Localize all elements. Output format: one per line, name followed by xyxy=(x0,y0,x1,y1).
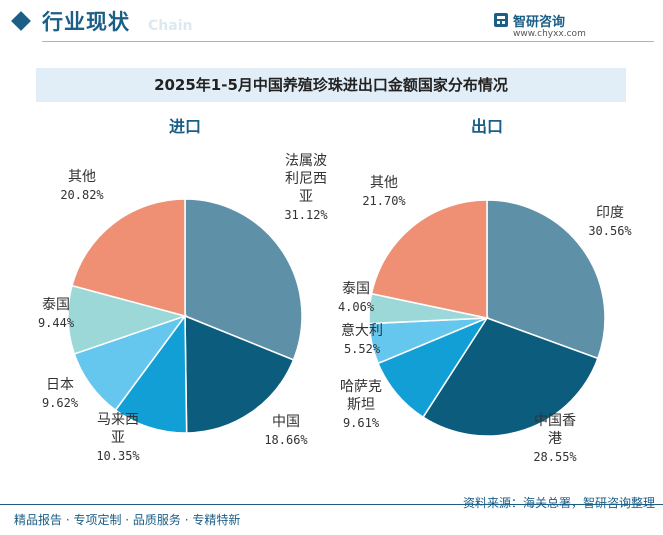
pie-slice xyxy=(486,199,606,360)
slice-name-label: 意大利 xyxy=(341,322,383,339)
pie-import: 进口法属波利尼西亚31.12%中国18.66%马来西亚10.35%日本9.62%… xyxy=(38,117,329,463)
slice-name-label: 中国香 xyxy=(534,413,576,429)
slice-name-label: 其他 xyxy=(370,175,398,191)
slice-value-label: 30.56% xyxy=(588,224,632,238)
header: 行业现状 Chain 智研咨询 www.chyxx.com xyxy=(0,0,663,48)
pie-slice xyxy=(422,317,599,437)
slice-label: 中国 18.66% xyxy=(264,414,308,447)
slice-value-label: 9.61% xyxy=(343,416,380,430)
slice-name-label: 法属波 xyxy=(285,153,327,169)
footer-tagline: 精品报告 · 专项定制 · 品质服务 · 专精特新 xyxy=(14,513,241,527)
pie-title: 出口 xyxy=(471,117,503,136)
slice-name-label: 泰国 xyxy=(342,281,370,297)
header-ghost-text: Chain xyxy=(148,18,193,34)
pie-title: 进口 xyxy=(169,117,201,136)
header-divider xyxy=(42,41,654,42)
slice-value-label: 5.52% xyxy=(344,342,381,356)
slice-name-label: 港 xyxy=(548,431,562,447)
slice-name-label: 其他 xyxy=(68,169,96,185)
slice-label: 印度 30.56% xyxy=(588,205,632,238)
slice-name-label: 日本 xyxy=(46,377,74,393)
slice-value-label: 9.44% xyxy=(38,316,75,330)
pie-slice xyxy=(114,313,188,434)
logo-url: www.chyxx.com xyxy=(513,29,586,39)
slice-name-label: 利尼西 xyxy=(285,171,327,187)
slice-value-label: 9.62% xyxy=(42,396,79,410)
pie-slice xyxy=(370,199,488,319)
slice-value-label: 31.12% xyxy=(284,208,328,222)
pie-slice xyxy=(71,198,186,317)
chart-title: 2025年1-5月中国养殖珍珠进出口金额国家分布情况 xyxy=(154,76,508,94)
slice-name-label: 泰国 xyxy=(42,297,70,313)
slice-label: 其他 20.82% xyxy=(60,169,104,202)
slice-name-label: 中国 xyxy=(272,414,300,430)
slice-value-label: 10.35% xyxy=(96,449,140,463)
slice-label: 泰国 9.44% xyxy=(38,297,75,330)
slice-name-label: 斯坦 xyxy=(347,397,375,413)
slice-value-label: 21.70% xyxy=(362,194,406,208)
slice-name-label: 亚 xyxy=(111,430,125,446)
slice-name-label: 印度 xyxy=(596,205,624,221)
slice-name-label: 哈萨克 xyxy=(340,379,382,395)
logo-name: 智研咨询 xyxy=(513,15,566,30)
section-title: 行业现状 xyxy=(42,10,130,34)
slice-value-label: 4.06% xyxy=(338,300,375,314)
source-note: 资料来源：海关总署，智研咨询整理 xyxy=(462,496,655,510)
pie-slice xyxy=(184,314,295,434)
logo-mark-icon xyxy=(494,13,508,27)
slice-label: 日本 9.62% xyxy=(42,377,79,410)
footer: 精品报告 · 专项定制 · 品质服务 · 专精特新 xyxy=(0,504,663,535)
brand-logo: 智研咨询 www.chyxx.com xyxy=(493,8,653,44)
slice-label: 泰国 4.06% xyxy=(338,281,375,314)
slice-name-label: 亚 xyxy=(299,189,313,205)
slice-value-label: 20.82% xyxy=(60,188,104,202)
slice-label: 意大利 5.52% xyxy=(341,322,383,356)
slice-value-label: 28.55% xyxy=(533,450,577,464)
slice-name-label: 马来西 xyxy=(97,412,139,428)
slice-label: 其他 21.70% xyxy=(362,175,406,208)
chart-title-banner: 2025年1-5月中国养殖珍珠进出口金额国家分布情况 xyxy=(36,68,626,102)
pie-slice xyxy=(184,198,303,361)
footer-divider xyxy=(0,504,663,505)
slice-value-label: 18.66% xyxy=(264,433,308,447)
